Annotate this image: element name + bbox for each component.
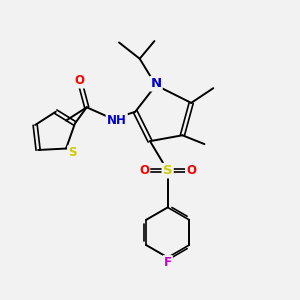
Text: S: S xyxy=(163,164,172,177)
Text: S: S xyxy=(68,146,77,159)
Text: N: N xyxy=(150,77,161,90)
Text: O: O xyxy=(139,164,149,177)
Text: NH: NH xyxy=(107,114,127,127)
Text: O: O xyxy=(74,74,84,87)
Text: F: F xyxy=(164,256,172,269)
Text: O: O xyxy=(186,164,196,177)
